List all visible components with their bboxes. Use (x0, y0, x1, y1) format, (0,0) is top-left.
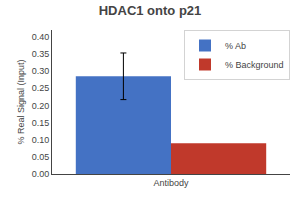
svg-text:Antibody: Antibody (153, 178, 189, 188)
svg-text:0.00: 0.00 (32, 169, 50, 179)
svg-text:HDAC1 onto p21: HDAC1 onto p21 (99, 3, 202, 18)
svg-text:0.15: 0.15 (32, 118, 50, 128)
svg-text:0.10: 0.10 (32, 135, 50, 145)
svg-text:0.05: 0.05 (32, 152, 50, 162)
svg-text:0.30: 0.30 (32, 66, 50, 76)
svg-text:% Background: % Background (225, 60, 284, 70)
svg-text:0.25: 0.25 (32, 83, 50, 93)
svg-text:0.20: 0.20 (32, 101, 50, 111)
svg-text:% Ab: % Ab (225, 41, 246, 51)
svg-text:0.40: 0.40 (32, 32, 50, 42)
svg-text:% Real Signal (Input): % Real Signal (Input) (16, 59, 26, 144)
svg-text:0.35: 0.35 (32, 49, 50, 59)
